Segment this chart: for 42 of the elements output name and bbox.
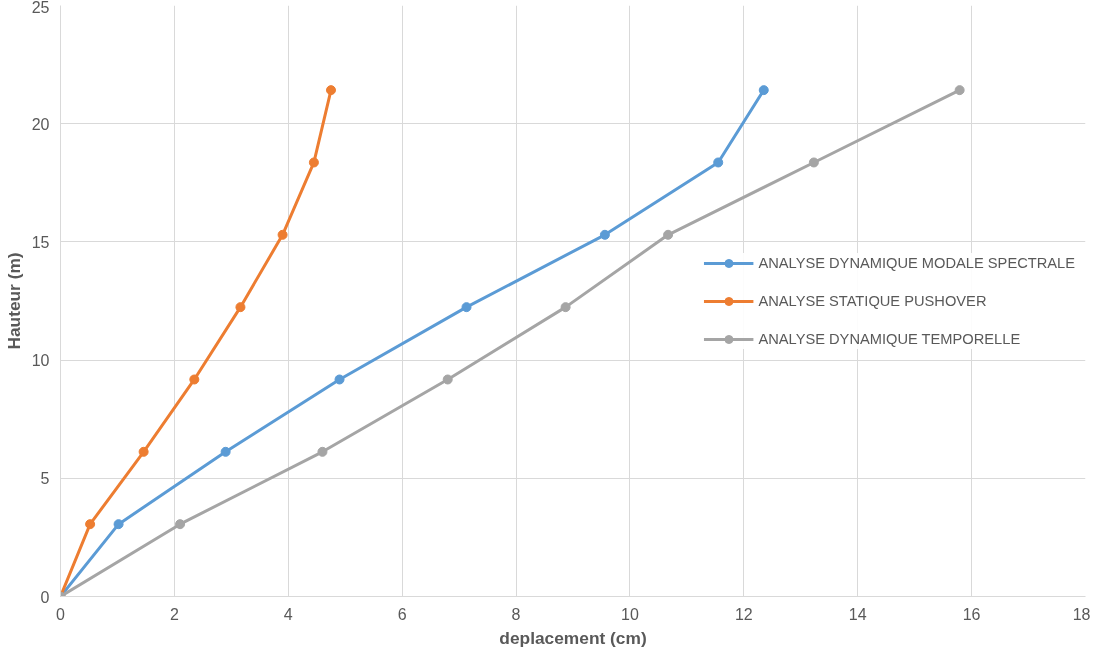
point <box>277 229 288 240</box>
point <box>599 229 610 240</box>
x-tick-label: 14 <box>848 605 867 623</box>
y-tick-label: 5 <box>40 470 50 488</box>
legend-label: ANALYSE DYNAMIQUE TEMPORELLE <box>758 330 1021 347</box>
x-tick-label: 10 <box>621 605 639 623</box>
legend-label: ANALYSE STATIQUE PUSHOVER <box>758 292 987 309</box>
x-tick-label: 6 <box>397 605 407 623</box>
x-axis-title: deplacement (cm) <box>499 627 647 648</box>
y-tick-label: 0 <box>40 588 50 606</box>
point <box>189 374 200 385</box>
x-tick-label: 18 <box>1072 605 1091 623</box>
y-tick-label: 25 <box>31 0 50 16</box>
x-tick-label: 0 <box>56 605 66 623</box>
point <box>175 519 186 530</box>
x-tick-label: 16 <box>962 605 981 623</box>
point <box>317 446 328 457</box>
x-tick-label: 8 <box>511 605 521 623</box>
x-tick-label: 4 <box>283 605 293 623</box>
legend-label: ANALYSE DYNAMIQUE MODALE SPECTRALE <box>758 254 1075 271</box>
point <box>85 519 96 530</box>
point <box>138 446 149 457</box>
point <box>808 157 819 168</box>
x-tick-label: 12 <box>734 605 753 623</box>
y-tick-label: 10 <box>31 352 50 370</box>
point <box>663 229 674 240</box>
point <box>461 302 472 313</box>
point <box>235 302 246 313</box>
point <box>758 85 769 96</box>
point <box>954 85 965 96</box>
point <box>334 374 345 385</box>
y-tick-label: 15 <box>31 233 50 251</box>
y-axis-title: Hauteur (m) <box>3 252 24 350</box>
point <box>713 157 724 168</box>
x-tick-label: 2 <box>169 605 179 623</box>
point <box>560 302 571 313</box>
point <box>113 519 124 530</box>
y-tick-label: 20 <box>31 115 50 133</box>
point <box>220 446 231 457</box>
point <box>325 85 336 96</box>
point <box>442 374 453 385</box>
point <box>308 157 319 168</box>
